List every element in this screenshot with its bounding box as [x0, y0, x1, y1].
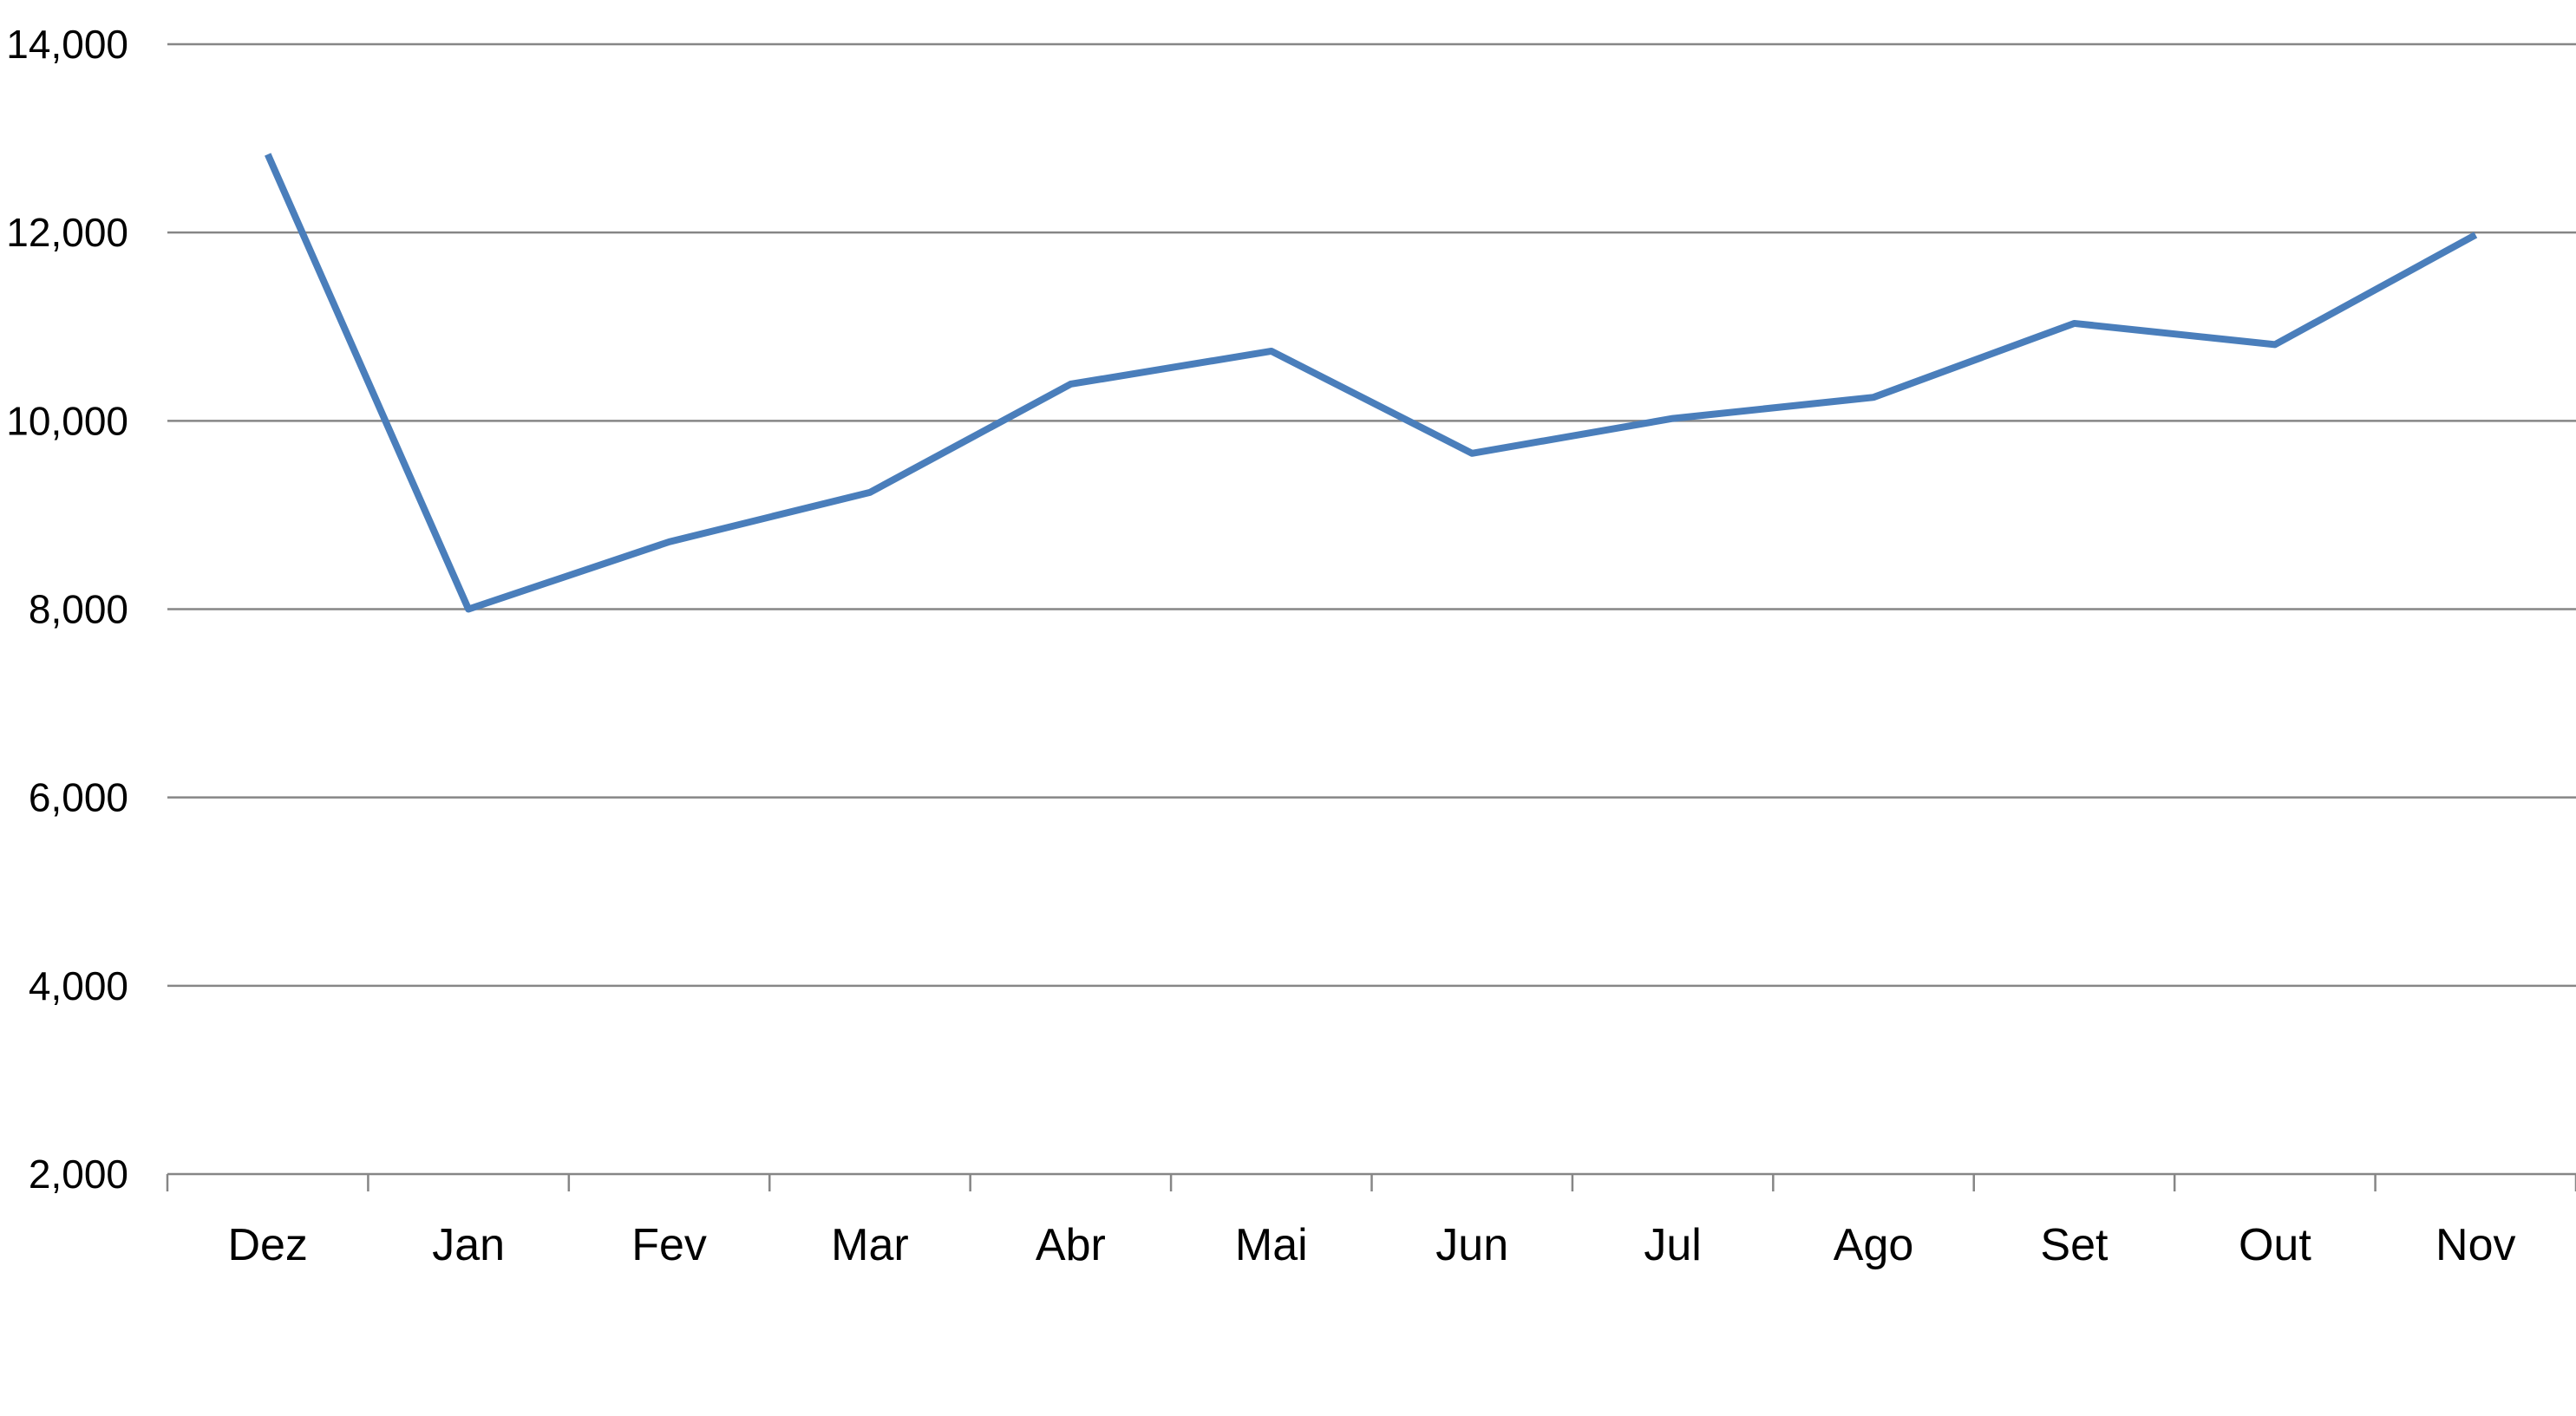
y-tick-label: 10,000: [6, 398, 128, 443]
x-tick-label: Mai: [1235, 1220, 1308, 1270]
series-group: [265, 153, 2478, 613]
x-axis-tick-labels: Dez Jan Fev Mar Abr Mai Jun Jul Ago Set Out Nov: [227, 1220, 2515, 1270]
x-tick-label: Fev: [631, 1220, 707, 1270]
x-tick-label: Out: [2239, 1220, 2311, 1270]
x-tick-label: Ago: [1834, 1220, 1914, 1270]
x-tick-label: Dez: [227, 1220, 307, 1270]
y-tick-label: 12,000: [6, 210, 128, 255]
x-tick-label: Jun: [1435, 1220, 1508, 1270]
x-tick-label: Nov: [2435, 1220, 2515, 1270]
x-tick-label: Abr: [1036, 1220, 1106, 1270]
y-tick-label: 14,000: [6, 22, 128, 67]
x-axis: [166, 1172, 2576, 1191]
y-tick-label: 8,000: [29, 587, 128, 632]
series-line: [265, 153, 2478, 613]
x-tick-label: Set: [2040, 1220, 2109, 1270]
y-axis-tick-labels: 2,000 4,000 6,000 8,000 10,000 12,000 14,000: [6, 22, 128, 1197]
y-tick-label: 6,000: [29, 775, 128, 820]
y-tick-label: 4,000: [29, 963, 128, 1008]
x-tick-label: Jul: [1644, 1220, 1701, 1270]
gridlines: [167, 42, 2576, 988]
x-tick-label: Mar: [831, 1220, 909, 1270]
x-tick-label: Jan: [432, 1220, 505, 1270]
y-tick-label: 2,000: [29, 1152, 128, 1197]
